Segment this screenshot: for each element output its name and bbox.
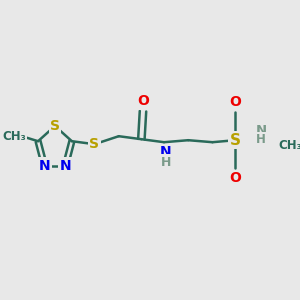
Text: O: O bbox=[137, 94, 149, 108]
Text: S: S bbox=[230, 133, 241, 148]
Text: O: O bbox=[229, 95, 241, 109]
Text: N: N bbox=[60, 159, 71, 173]
Text: CH₃: CH₃ bbox=[2, 130, 26, 143]
Text: H: H bbox=[160, 156, 171, 169]
Text: N: N bbox=[255, 124, 266, 137]
Text: H: H bbox=[256, 133, 266, 146]
Text: O: O bbox=[229, 171, 241, 185]
Text: N: N bbox=[39, 159, 50, 173]
Text: S: S bbox=[50, 119, 60, 133]
Text: N: N bbox=[160, 145, 171, 159]
Text: CH₃: CH₃ bbox=[278, 139, 300, 152]
Text: S: S bbox=[89, 137, 100, 151]
